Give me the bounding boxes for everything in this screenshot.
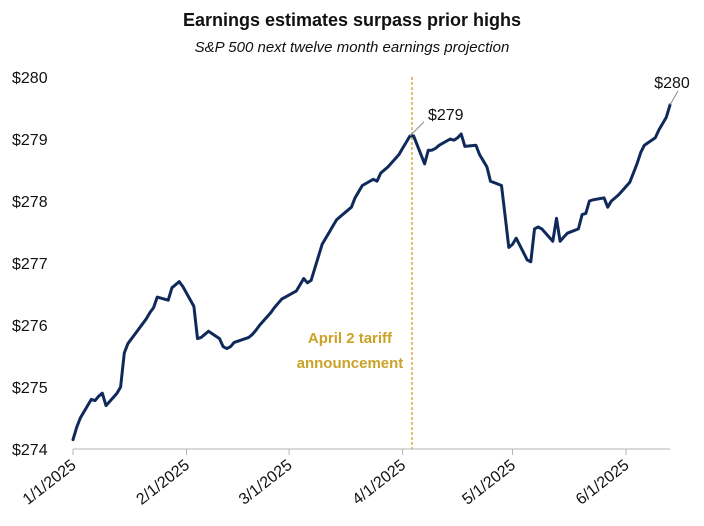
annotation-leader	[409, 121, 425, 137]
event-label-line2: announcement	[297, 355, 404, 372]
annotation-label: $279	[428, 107, 464, 124]
annotation-label: $280	[654, 75, 690, 92]
earnings-series	[71, 103, 672, 442]
x-tick-label: 1/1/2025	[20, 457, 80, 509]
x-tick-label: 6/1/2025	[573, 457, 633, 509]
x-tick-label: 4/1/2025	[350, 457, 410, 509]
x-tick-label: 2/1/2025	[133, 457, 193, 509]
chart-subtitle: S&P 500 next twelve month earnings proje…	[194, 39, 510, 56]
series-line	[71, 103, 672, 442]
tariff-event-marker: April 2 tariff announcement	[297, 77, 413, 449]
y-tick-label: $276	[12, 318, 48, 335]
y-tick-label: $280	[12, 70, 48, 87]
y-tick-label: $277	[12, 256, 48, 273]
event-label-line1: April 2 tariff	[308, 330, 393, 347]
annotations: $279 $280	[409, 75, 690, 137]
y-axis: $274 $275 $276 $277 $278 $279 $280	[12, 70, 48, 459]
y-tick-label: $279	[12, 132, 48, 149]
y-tick-label: $274	[12, 442, 48, 459]
x-axis: 1/1/2025 2/1/2025 3/1/2025 4/1/2025 5/1/2025…	[20, 448, 670, 509]
x-tick-label: 3/1/2025	[236, 457, 296, 509]
y-tick-label: $275	[12, 380, 48, 397]
annotation-leader	[669, 90, 679, 106]
chart-title: Earnings estimates surpass prior highs	[182, 10, 522, 30]
y-tick-label: $278	[12, 194, 48, 211]
x-tick-label: 5/1/2025	[459, 457, 519, 509]
